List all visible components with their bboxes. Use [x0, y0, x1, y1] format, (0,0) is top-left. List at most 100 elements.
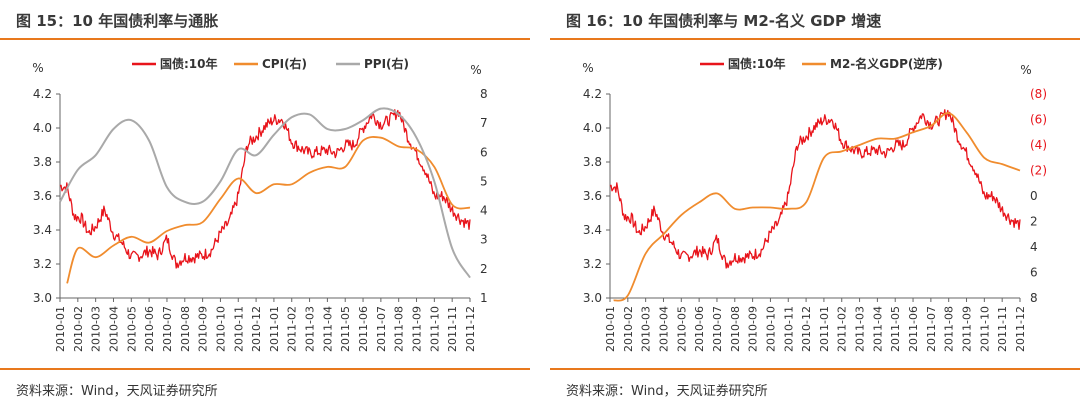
- y-left-tick-label: 4.2: [583, 87, 602, 101]
- x-tick-label: 2010-01: [604, 306, 617, 352]
- x-tick-label: 2011-07: [925, 306, 938, 352]
- x-tick-label: 2011-10: [978, 306, 991, 352]
- x-tick-label: 2010-10: [764, 306, 777, 352]
- x-tick-label: 2010-04: [657, 306, 670, 352]
- legend-label: PPI(右): [364, 56, 409, 71]
- x-tick-label: 2010-08: [729, 306, 742, 352]
- y-right-tick-label: 8: [1030, 291, 1038, 305]
- x-tick-label: 2010-11: [232, 306, 245, 352]
- x-tick-label: 2011-11: [996, 306, 1009, 352]
- x-tick-label: 2010-02: [622, 306, 635, 352]
- chart-panel-m2-gdp: 图 16：10 年国债利率与 M2-名义 GDP 增速 %% 3.0 3.2 3.4 3…: [550, 0, 1080, 410]
- x-tick-label: 2011-07: [375, 306, 388, 352]
- x-tick-label: 2010-11: [782, 306, 795, 352]
- y-left-tick-label: 3.8: [33, 155, 52, 169]
- x-tick-label: 2011-09: [411, 306, 424, 352]
- y-right-tick-label: 2: [1030, 215, 1038, 229]
- series-line-1: [66, 136, 471, 284]
- x-tick-label: 2010-04: [107, 306, 120, 352]
- chart-panel-inflation: 图 15：10 年国债利率与通胀 %% 3.0 3.2 3.4 3.6 3.8 4.0 4.2…: [0, 0, 530, 410]
- x-tick-label: 2010-05: [675, 306, 688, 352]
- x-tick-label: 2010-09: [197, 306, 210, 352]
- series-line-bond-10y: [59, 109, 471, 269]
- legend-label: CPI(右): [262, 56, 307, 71]
- x-tick-label: 2010-06: [693, 306, 706, 352]
- source-note: 资料来源：Wind，天风证券研究所: [16, 384, 218, 399]
- x-tick-label: 2011-06: [357, 306, 370, 352]
- y-left-tick-label: 3.4: [583, 223, 602, 237]
- x-tick-label: 2011-05: [339, 306, 352, 352]
- y-right-tick-label: 6: [480, 145, 488, 159]
- x-tick-label: 2011-09: [961, 306, 974, 352]
- y-left-tick-label: 4.0: [33, 121, 52, 135]
- y-right-tick-label: (2): [1030, 164, 1047, 178]
- y-left-tick-label: 3.0: [33, 291, 52, 305]
- y-right-tick-label: 4: [480, 204, 488, 218]
- legend-label: 国债:10年: [728, 56, 786, 71]
- title-divider: [0, 38, 530, 40]
- y-right-tick-label: (4): [1030, 138, 1047, 152]
- legend-label: M2-名义GDP(逆序): [830, 56, 943, 71]
- y-right-tick-label: 8: [480, 87, 488, 101]
- x-tick-label: 2010-12: [250, 306, 263, 352]
- x-tick-label: 2011-03: [854, 306, 867, 352]
- y-left-tick-label: 3.0: [583, 291, 602, 305]
- x-tick-label: 2011-12: [464, 306, 477, 352]
- x-tick-label: 2011-02: [836, 306, 849, 352]
- y-right-tick-label: 2: [480, 262, 488, 276]
- x-tick-label: 2011-11: [446, 306, 459, 352]
- y-right-tick-label: 1: [480, 291, 488, 305]
- x-tick-label: 2010-07: [161, 306, 174, 352]
- legend-label: 国债:10年: [160, 56, 218, 71]
- x-tick-label: 2010-03: [640, 306, 653, 352]
- x-tick-label: 2011-01: [818, 306, 831, 352]
- y-left-tick-label: 3.2: [583, 257, 602, 271]
- source-note: 资料来源：Wind，天风证券研究所: [566, 384, 768, 399]
- x-tick-label: 2010-02: [72, 306, 85, 352]
- series-line-2: [59, 107, 471, 279]
- x-tick-label: 2011-02: [286, 306, 299, 352]
- source-divider: [0, 368, 530, 370]
- x-tick-label: 2010-10: [214, 306, 227, 352]
- y-left-tick-label: 4.0: [583, 121, 602, 135]
- chart-plot-inflation: % % 3.0 3.2 3.4 3.6 3.8 4.0 4.2 1 2 3 4 5 6 7 8 2010-01 20…: [32, 56, 488, 352]
- y-left-tick-label: 3.4: [33, 223, 52, 237]
- x-tick-label: 2010-12: [800, 306, 813, 352]
- y-right-tick-label: 7: [480, 116, 488, 130]
- x-tick-label: 2011-08: [943, 306, 956, 352]
- y-right-unit: %: [1020, 63, 1031, 77]
- y-left-tick-label: 3.6: [583, 189, 602, 203]
- x-tick-label: 2011-12: [1014, 306, 1027, 352]
- x-tick-label: 2011-03: [304, 306, 317, 352]
- source-divider: [550, 368, 1080, 370]
- y-right-tick-label: 4: [1030, 240, 1038, 254]
- x-tick-label: 2011-10: [428, 306, 441, 352]
- y-left-tick-label: 3.6: [33, 189, 52, 203]
- chart-title: 图 16：10 年国债利率与 M2-名义 GDP 增速: [566, 12, 882, 30]
- x-tick-label: 2010-03: [90, 306, 103, 352]
- y-right-tick-label: 5: [480, 174, 488, 188]
- x-tick-label: 2010-09: [747, 306, 760, 352]
- x-tick-label: 2010-05: [125, 306, 138, 352]
- chart-plot-m2-gdp: % % 3.0 3.2 3.4 3.6 3.8 4.0 4.2 (8) (6) (4) (2) 0 2 4 6 8…: [582, 56, 1047, 352]
- y-left-tick-label: 3.8: [583, 155, 602, 169]
- x-tick-label: 2011-05: [889, 306, 902, 352]
- x-tick-label: 2011-08: [393, 306, 406, 352]
- y-left-tick-label: 4.2: [33, 87, 52, 101]
- chart-title: 图 15：10 年国债利率与通胀: [16, 12, 219, 30]
- series-line-1: [613, 112, 1021, 302]
- y-right-tick-label: (8): [1030, 87, 1047, 101]
- x-tick-label: 2011-04: [321, 306, 334, 352]
- x-tick-label: 2010-08: [179, 306, 192, 352]
- y-right-tick-label: 6: [1030, 266, 1038, 280]
- x-tick-label: 2010-01: [54, 306, 67, 352]
- y-left-unit: %: [32, 61, 43, 75]
- x-tick-label: 2010-07: [711, 306, 724, 352]
- x-tick-label: 2011-04: [871, 306, 884, 352]
- y-right-unit: %: [470, 63, 481, 77]
- y-left-tick-label: 3.2: [33, 257, 52, 271]
- y-right-tick-label: 3: [480, 233, 488, 247]
- x-tick-label: 2010-06: [143, 306, 156, 352]
- x-tick-label: 2011-01: [268, 306, 281, 352]
- y-right-tick-label: 0: [1030, 189, 1038, 203]
